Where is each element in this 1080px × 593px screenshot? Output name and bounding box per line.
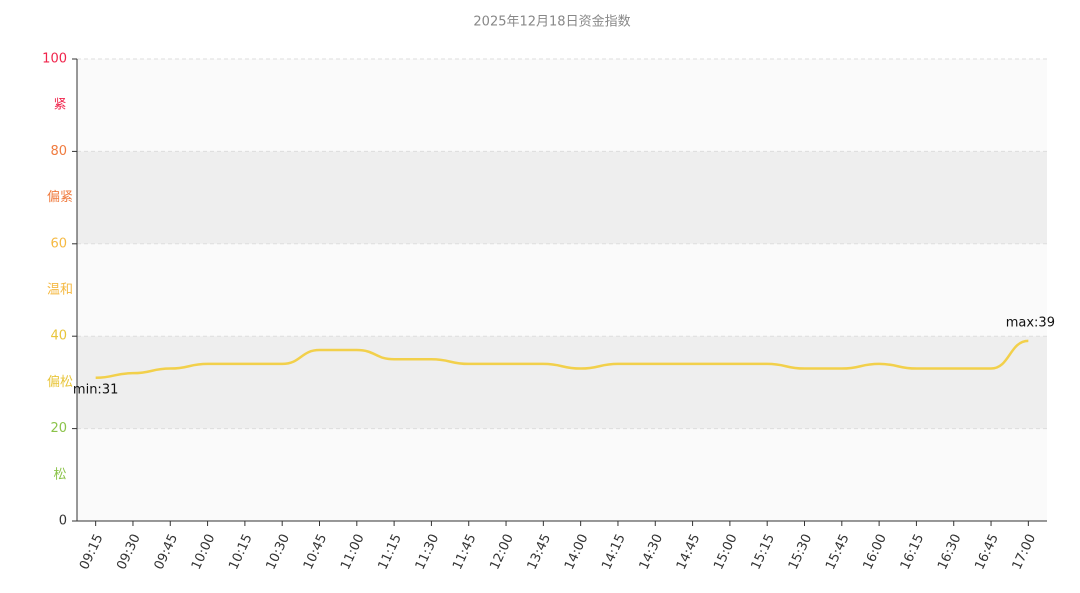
x-tick-label: 14:15: [599, 532, 628, 572]
band-label: 偏紧: [47, 190, 73, 205]
chart-title: 2025年12月18日资金指数: [473, 14, 630, 30]
annotation: max:39: [1006, 315, 1055, 330]
y-tick-label: 0: [59, 514, 67, 529]
x-tick-label: 11:45: [450, 532, 479, 572]
band: [77, 336, 1047, 429]
x-tick-label: 11:15: [375, 532, 404, 572]
band-label: 温和: [47, 283, 73, 298]
y-tick-label: 20: [50, 421, 67, 436]
x-tick-label: 14:00: [562, 532, 591, 572]
x-tick-label: 14:30: [637, 532, 666, 572]
x-tick-label: 15:30: [786, 532, 815, 572]
x-tick-label: 15:00: [711, 532, 740, 572]
band: [77, 428, 1047, 521]
x-tick-label: 12:00: [487, 532, 516, 572]
x-tick-label: 11:30: [413, 532, 442, 572]
x-tick-label: 09:30: [114, 532, 143, 572]
x-tick-label: 16:00: [860, 532, 889, 572]
x-tick-label: 16:45: [972, 532, 1001, 572]
annotation: min:31: [73, 382, 118, 397]
band: [77, 59, 1047, 152]
x-tick-label: 11:00: [338, 532, 367, 572]
band: [77, 151, 1047, 244]
y-tick-label: 80: [50, 144, 67, 159]
x-tick-label: 10:00: [189, 532, 218, 572]
x-tick-label: 09:15: [77, 532, 106, 572]
x-tick-label: 10:45: [301, 532, 330, 572]
x-tick-label: 14:45: [674, 532, 703, 572]
band-label: 偏松: [47, 375, 73, 390]
x-tick-label: 16:15: [898, 532, 927, 572]
y-tick-label: 100: [42, 52, 67, 67]
x-tick-label: 09:45: [152, 532, 181, 572]
x-tick-label: 10:15: [226, 532, 255, 572]
x-tick-label: 10:30: [264, 532, 293, 572]
y-tick-label: 40: [50, 329, 67, 344]
band: [77, 243, 1047, 337]
x-tick-label: 17:00: [1010, 532, 1039, 572]
series-line: [95, 339, 1029, 380]
band-label: 紧: [53, 98, 66, 113]
x-tick-label: 15:45: [823, 532, 852, 572]
band-label: 松: [53, 467, 66, 482]
x-tick-label: 15:15: [749, 532, 778, 572]
x-tick-label: 16:30: [935, 532, 964, 572]
y-tick-label: 60: [50, 236, 67, 251]
x-tick-label: 13:45: [525, 532, 554, 572]
